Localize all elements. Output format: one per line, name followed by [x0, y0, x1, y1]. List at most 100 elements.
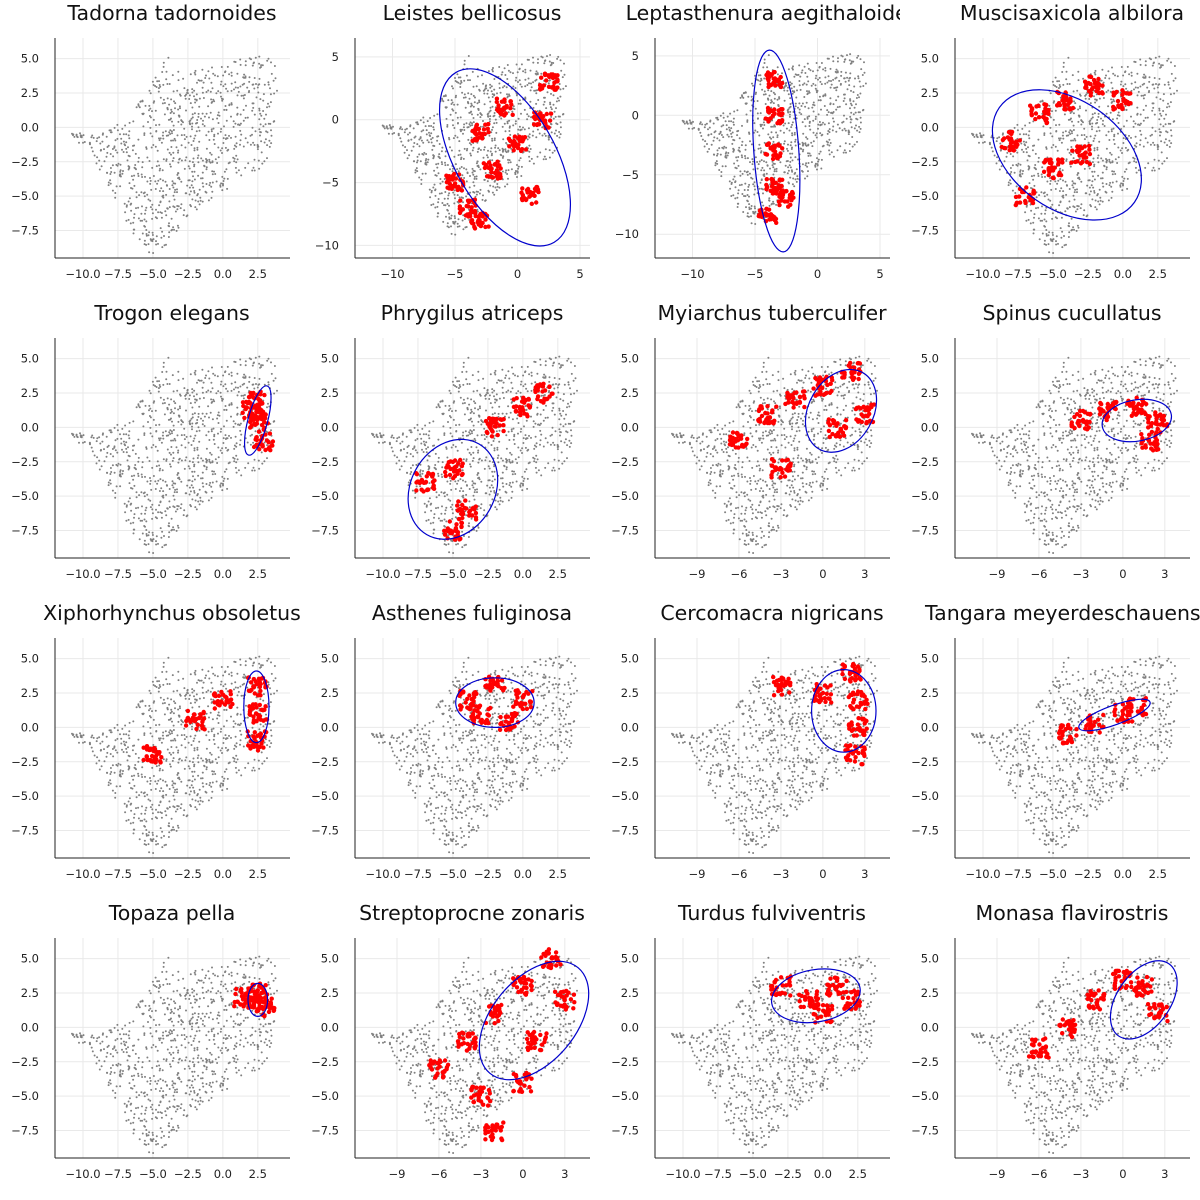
background-point: [406, 157, 409, 160]
background-point: [150, 188, 153, 191]
background-point: [460, 156, 463, 159]
background-point: [1070, 117, 1072, 120]
background-point: [448, 216, 451, 219]
background-point: [1173, 92, 1176, 95]
species-point: [452, 171, 457, 177]
background-point: [1028, 182, 1031, 185]
background-point: [1113, 135, 1116, 138]
background-point: [738, 137, 741, 140]
background-point: [216, 75, 219, 78]
background-point: [99, 149, 102, 152]
background-point: [226, 477, 229, 480]
background-point: [808, 125, 811, 127]
background-point: [208, 439, 211, 441]
background-point: [196, 193, 199, 195]
background-point: [719, 130, 722, 133]
background-point: [1065, 78, 1068, 81]
background-point: [714, 130, 717, 133]
background-point: [785, 84, 788, 87]
background-point: [1086, 214, 1089, 217]
background-point: [122, 170, 124, 172]
background-point: [516, 176, 518, 178]
background-point: [164, 130, 167, 133]
background-point: [147, 243, 150, 246]
background-point: [850, 62, 853, 64]
background-point: [155, 235, 158, 238]
background-point: [452, 191, 455, 194]
background-point: [1168, 145, 1171, 148]
background-point: [236, 158, 239, 161]
species-point: [542, 71, 548, 76]
background-point: [235, 145, 238, 148]
background-point: [759, 181, 762, 184]
background-point: [757, 74, 760, 77]
background-point: [205, 74, 207, 77]
background-point: [170, 110, 173, 113]
background-point: [539, 151, 542, 154]
background-point: [143, 495, 146, 498]
background-point: [770, 131, 773, 134]
background-point: [1164, 123, 1167, 126]
background-point: [210, 453, 213, 456]
background-point: [515, 76, 518, 79]
background-point: [1021, 127, 1024, 130]
background-point: [1055, 124, 1057, 127]
background-point: [180, 144, 183, 147]
background-point: [1130, 136, 1132, 139]
background-point: [1083, 127, 1086, 130]
background-point: [1051, 110, 1053, 113]
background-point: [115, 485, 118, 488]
background-point: [1019, 163, 1022, 166]
background-point: [754, 156, 757, 159]
background-point: [170, 153, 172, 156]
background-point: [1093, 147, 1096, 150]
background-point: [1016, 123, 1019, 126]
background-point: [263, 160, 266, 163]
background-point: [133, 216, 135, 219]
background-point: [773, 97, 776, 100]
background-point: [796, 89, 798, 92]
background-point: [226, 137, 229, 140]
background-point: [230, 82, 233, 85]
background-point: [234, 166, 237, 169]
background-point: [224, 134, 227, 137]
background-point: [184, 394, 187, 397]
background-point: [193, 95, 195, 98]
background-point: [1132, 125, 1135, 128]
background-point: [793, 131, 796, 134]
species-point: [1077, 148, 1082, 154]
background-points: [381, 54, 567, 236]
background-point: [1052, 238, 1055, 241]
background-point: [1078, 178, 1081, 181]
background-point: [753, 185, 756, 188]
background-point: [509, 133, 512, 136]
background-point: [446, 208, 449, 211]
background-point: [1091, 125, 1093, 128]
background-point: [710, 133, 713, 136]
background-point: [796, 74, 798, 76]
species-panel: Leptasthenura aegithaloides −10 −5 0 5 5 0 −5 −1…: [600, 0, 900, 300]
background-point: [270, 129, 272, 132]
background-point: [177, 379, 180, 382]
background-point: [249, 134, 252, 137]
background-point: [506, 122, 509, 125]
species-point: [483, 217, 488, 222]
background-point: [1110, 196, 1113, 199]
background-point: [485, 84, 488, 87]
species-point: [532, 186, 538, 192]
background-point: [109, 467, 112, 469]
background-point: [1119, 185, 1122, 188]
background-point: [838, 127, 841, 130]
background-point: [157, 242, 159, 245]
background-point: [815, 91, 818, 94]
background-point: [1051, 135, 1054, 138]
species-point: [486, 130, 491, 135]
background-point: [844, 58, 847, 61]
species-point: [520, 193, 526, 198]
background-point: [124, 211, 127, 214]
background-point: [1080, 134, 1083, 137]
background-point: [193, 170, 196, 173]
background-point: [253, 77, 256, 79]
background-point: [749, 161, 751, 164]
background-point: [787, 108, 790, 111]
